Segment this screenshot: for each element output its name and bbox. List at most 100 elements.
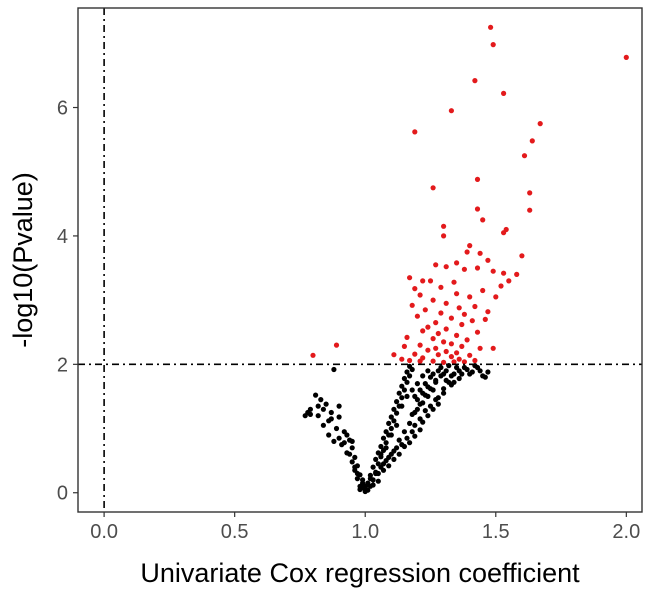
nonsignificant-point bbox=[420, 373, 426, 379]
significant-point bbox=[417, 342, 423, 348]
nonsignificant-point bbox=[394, 422, 400, 428]
significant-point bbox=[441, 233, 447, 239]
nonsignificant-point bbox=[383, 440, 389, 446]
nonsignificant-point bbox=[365, 482, 371, 488]
nonsignificant-point bbox=[414, 397, 420, 403]
significant-point bbox=[401, 343, 407, 349]
nonsignificant-point bbox=[333, 425, 340, 432]
significant-point bbox=[333, 342, 340, 348]
significant-point bbox=[412, 129, 418, 135]
panel-border bbox=[77, 7, 643, 513]
significant-point bbox=[399, 356, 405, 362]
significant-point bbox=[443, 348, 449, 355]
nonsignificant-point bbox=[328, 409, 334, 416]
nonsignificant-point bbox=[331, 366, 337, 373]
significant-point bbox=[519, 253, 525, 259]
nonsignificant-point bbox=[422, 392, 428, 398]
significant-point bbox=[474, 206, 481, 212]
nonsignificant-point bbox=[391, 456, 397, 462]
significant-point bbox=[407, 275, 413, 281]
nonsignificant-point bbox=[399, 403, 405, 409]
nonsignificant-point bbox=[404, 369, 410, 375]
nonsignificant-point bbox=[394, 410, 400, 416]
panel-background bbox=[78, 8, 642, 512]
significant-point bbox=[461, 266, 467, 272]
significant-point bbox=[461, 311, 467, 317]
significant-point bbox=[438, 310, 444, 316]
nonsignificant-point bbox=[375, 478, 381, 484]
significant-point bbox=[425, 347, 431, 353]
significant-point bbox=[464, 249, 470, 255]
significant-point bbox=[448, 108, 454, 114]
nonsignificant-point bbox=[375, 470, 381, 477]
significant-point bbox=[451, 359, 457, 365]
significant-point bbox=[501, 230, 507, 236]
nonsignificant-point bbox=[386, 420, 392, 426]
significant-point bbox=[454, 350, 460, 356]
points-layer bbox=[302, 24, 629, 495]
nonsignificant-point bbox=[391, 418, 397, 424]
significant-point bbox=[490, 345, 496, 351]
significant-point bbox=[480, 287, 486, 294]
significant-point bbox=[427, 278, 434, 284]
significant-point bbox=[448, 315, 454, 321]
nonsignificant-point bbox=[417, 427, 423, 433]
significant-point bbox=[529, 138, 535, 144]
nonsignificant-point bbox=[388, 432, 394, 438]
nonsignificant-point bbox=[349, 438, 355, 444]
nonsignificant-point bbox=[354, 470, 360, 477]
nonsignificant-point bbox=[386, 463, 392, 469]
nonsignificant-point bbox=[352, 454, 358, 460]
significant-point bbox=[420, 278, 426, 284]
nonsignificant-point bbox=[383, 445, 389, 451]
significant-point bbox=[412, 286, 418, 292]
nonsignificant-point bbox=[396, 451, 402, 457]
y-tick-label: 6 bbox=[57, 98, 68, 120]
nonsignificant-point bbox=[396, 390, 402, 396]
nonsignificant-point bbox=[438, 373, 444, 379]
significant-point bbox=[433, 345, 439, 351]
significant-point bbox=[310, 352, 316, 358]
significant-point bbox=[467, 352, 473, 358]
significant-point bbox=[490, 42, 496, 48]
nonsignificant-point bbox=[320, 422, 326, 428]
significant-point bbox=[482, 316, 488, 322]
nonsignificant-point bbox=[367, 476, 373, 482]
significant-point bbox=[430, 336, 436, 342]
significant-point bbox=[441, 223, 447, 229]
y-tick-label: 4 bbox=[57, 226, 68, 248]
nonsignificant-point bbox=[422, 408, 428, 414]
nonsignificant-point bbox=[417, 401, 423, 407]
significant-point bbox=[493, 294, 499, 300]
significant-point bbox=[623, 54, 629, 61]
nonsignificant-point bbox=[320, 406, 326, 412]
nonsignificant-point bbox=[412, 433, 418, 439]
significant-point bbox=[464, 337, 470, 343]
significant-point bbox=[474, 329, 481, 335]
x-axis-title: Univariate Cox regression coefficient bbox=[140, 558, 580, 588]
x-tick-label: 1.0 bbox=[351, 521, 379, 543]
significant-point bbox=[448, 354, 454, 360]
nonsignificant-point bbox=[380, 467, 387, 473]
nonsignificant-point bbox=[331, 438, 337, 444]
nonsignificant-point bbox=[302, 413, 308, 419]
significant-point bbox=[477, 250, 483, 256]
nonsignificant-point bbox=[360, 485, 366, 491]
significant-point bbox=[456, 305, 462, 311]
significant-point bbox=[514, 271, 520, 277]
nonsignificant-point bbox=[341, 440, 347, 446]
significant-point bbox=[461, 359, 467, 365]
nonsignificant-point bbox=[391, 406, 397, 412]
significant-point bbox=[443, 326, 449, 332]
nonsignificant-point bbox=[409, 387, 415, 393]
nonsignificant-point bbox=[409, 429, 415, 435]
nonsignificant-point bbox=[427, 386, 434, 392]
significant-point bbox=[438, 284, 444, 290]
nonsignificant-point bbox=[352, 464, 358, 470]
nonsignificant-point bbox=[464, 366, 470, 373]
nonsignificant-point bbox=[435, 401, 441, 407]
significant-point bbox=[474, 176, 481, 182]
significant-point bbox=[472, 303, 478, 310]
nonsignificant-point bbox=[438, 364, 444, 371]
